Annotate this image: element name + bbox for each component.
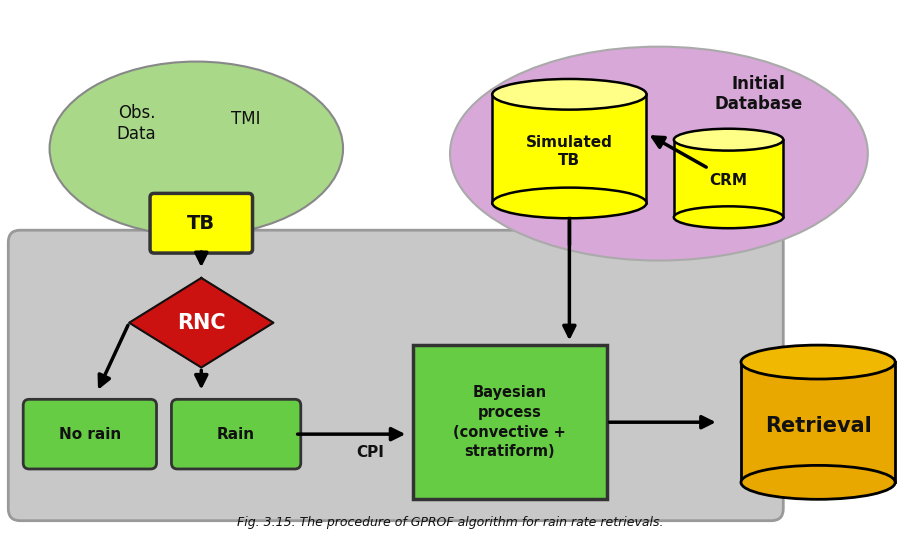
FancyBboxPatch shape — [150, 193, 253, 253]
Text: Initial
Database: Initial Database — [715, 74, 803, 114]
Ellipse shape — [492, 79, 646, 110]
Ellipse shape — [492, 188, 646, 218]
Ellipse shape — [450, 47, 868, 260]
Bar — [741, 362, 896, 483]
Text: CRM: CRM — [709, 173, 748, 188]
Ellipse shape — [50, 61, 343, 236]
Ellipse shape — [674, 129, 783, 151]
Text: Rain: Rain — [217, 427, 256, 442]
Text: Bayesian
process
(convective +
stratiform): Bayesian process (convective + stratifor… — [454, 385, 566, 459]
FancyBboxPatch shape — [8, 230, 783, 521]
Ellipse shape — [741, 345, 896, 379]
Text: Obs.
Data: Obs. Data — [117, 104, 157, 143]
Ellipse shape — [674, 207, 783, 228]
Text: CPI: CPI — [356, 444, 384, 459]
Bar — [674, 140, 783, 217]
Polygon shape — [130, 278, 274, 367]
Text: TMI: TMI — [231, 110, 261, 128]
FancyBboxPatch shape — [413, 345, 607, 499]
Text: RNC: RNC — [177, 313, 226, 332]
Text: Simulated
TB: Simulated TB — [526, 135, 613, 168]
FancyBboxPatch shape — [171, 399, 301, 469]
FancyBboxPatch shape — [23, 399, 157, 469]
Ellipse shape — [741, 465, 896, 499]
Text: No rain: No rain — [58, 427, 121, 442]
Text: Retrieval: Retrieval — [765, 415, 871, 436]
Bar — [492, 94, 646, 203]
Text: Fig. 3.15. The procedure of GPROF algorithm for rain rate retrievals.: Fig. 3.15. The procedure of GPROF algori… — [237, 515, 663, 529]
Text: TB: TB — [187, 214, 215, 233]
